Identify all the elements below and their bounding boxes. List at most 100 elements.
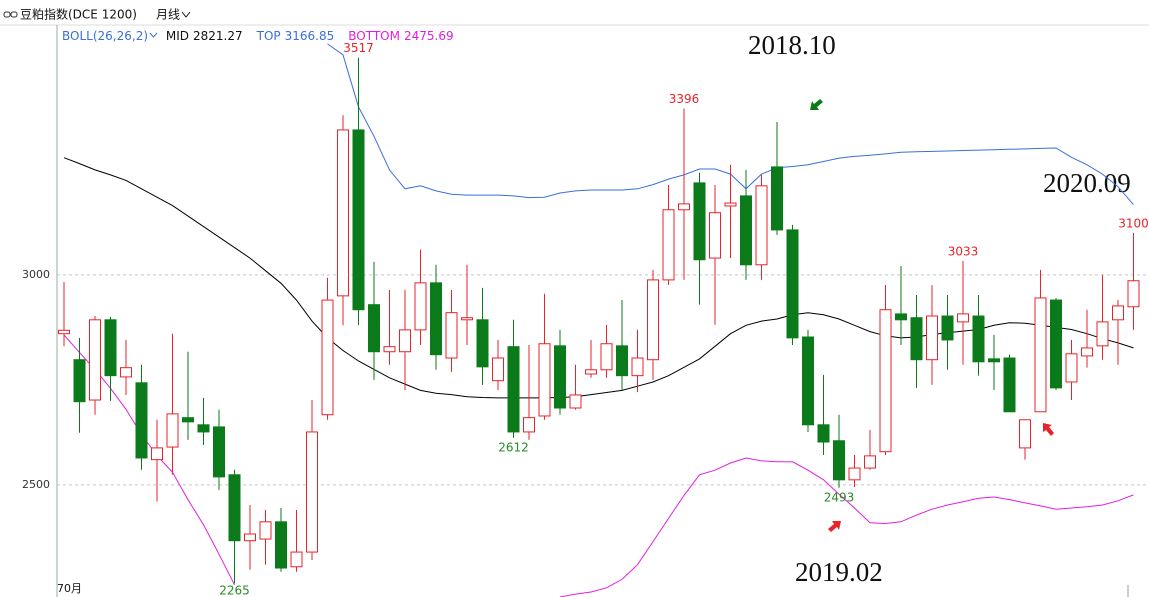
legend-name: TOP xyxy=(256,29,281,43)
candle-body xyxy=(693,182,706,261)
dropdown-chevron[interactable] xyxy=(181,11,191,18)
arrow xyxy=(810,99,823,110)
candle-body xyxy=(430,282,442,356)
low-label: 2265 xyxy=(219,584,250,597)
candle-body xyxy=(817,424,830,443)
legend-chevron xyxy=(149,32,158,38)
period[interactable]: 月线 xyxy=(156,8,180,22)
header: 豆粕指数(DCE 1200) 月线 xyxy=(3,7,191,22)
candle-body xyxy=(383,346,396,353)
candle-body xyxy=(151,447,163,461)
legend-name: BOTTOM xyxy=(348,29,400,43)
candle-body xyxy=(802,336,814,426)
candle-body xyxy=(290,551,303,568)
high-label: 3396 xyxy=(669,92,700,106)
candle-body xyxy=(1065,353,1078,383)
candle-body xyxy=(492,357,504,382)
candle-body xyxy=(662,209,675,281)
candle-body xyxy=(1096,321,1109,347)
candle-body xyxy=(864,455,876,469)
candle-body xyxy=(895,313,907,321)
candle-body xyxy=(306,431,318,553)
candle-body xyxy=(104,319,117,377)
candle-body xyxy=(275,521,287,569)
candle-body xyxy=(73,359,86,403)
candle-body xyxy=(848,467,861,481)
candle-body xyxy=(678,203,690,211)
candle-body xyxy=(755,185,768,266)
arrow xyxy=(828,521,841,532)
y-tick-label: 2500 xyxy=(22,478,50,491)
candle-body xyxy=(1127,280,1140,308)
legend-value: 3166.85 xyxy=(285,29,335,43)
candle-body xyxy=(724,202,737,207)
candle-body xyxy=(321,299,334,416)
candle-body xyxy=(58,329,70,335)
candle-body xyxy=(1081,347,1093,357)
candle-body xyxy=(879,309,892,453)
legend-name: MID xyxy=(166,29,189,43)
candle-body xyxy=(740,195,752,266)
candle-body xyxy=(786,229,799,339)
candle-body xyxy=(244,533,256,542)
candle-body xyxy=(1034,297,1047,413)
annotation: 2018.10 xyxy=(748,30,836,60)
candle-body xyxy=(1019,419,1031,449)
candle-body xyxy=(538,343,551,417)
candle-body xyxy=(569,394,582,409)
legend-value: 2821.27 xyxy=(193,29,243,43)
link-icon xyxy=(10,11,18,18)
candle-body xyxy=(89,319,101,401)
candle-body xyxy=(1050,299,1062,389)
indicator-name: BOLL(26,26,2) xyxy=(62,29,148,43)
link-icon xyxy=(3,11,11,18)
plot-area xyxy=(58,43,1149,597)
chart-title: 豆粕指数(DCE 1200) xyxy=(20,7,137,22)
candle-body xyxy=(461,317,473,321)
candle-body xyxy=(833,440,845,481)
candle-body xyxy=(771,166,783,231)
low-label: 2493 xyxy=(824,490,855,504)
candle-body xyxy=(631,357,644,377)
candle-body xyxy=(1003,357,1016,413)
candle-body xyxy=(476,319,489,368)
candle-body xyxy=(166,413,179,448)
candle-body xyxy=(988,358,1000,363)
candle-body xyxy=(182,417,194,423)
boll-line xyxy=(63,157,1134,399)
candle-body xyxy=(228,474,241,542)
candle-body xyxy=(523,417,535,433)
candle-body xyxy=(399,329,411,353)
candle-body xyxy=(972,315,985,363)
annotation: 2020.09 xyxy=(1043,168,1131,198)
high-label: 3517 xyxy=(343,41,374,55)
candle-body xyxy=(941,315,954,341)
arrow xyxy=(1043,423,1054,436)
candle-body xyxy=(910,317,923,361)
candle-body xyxy=(414,282,427,331)
candle-body xyxy=(445,312,458,359)
candle-body xyxy=(709,212,721,259)
high-label: 3100 xyxy=(1118,216,1149,230)
candle-body xyxy=(213,426,225,478)
candle-body xyxy=(647,279,659,361)
candle-body xyxy=(135,382,148,459)
candle-body xyxy=(507,346,520,433)
legend: BOLL(26,26,2) MID 2821.27 TOP 3166.85 BOTTOM… xyxy=(62,29,454,43)
legend-value: 2475.69 xyxy=(404,29,454,43)
high-label: 3033 xyxy=(948,245,979,259)
candle-body xyxy=(585,369,597,375)
x-label: 70月 xyxy=(57,582,82,595)
candle-body xyxy=(957,313,969,323)
candle-body xyxy=(120,367,132,378)
candle-body xyxy=(600,343,613,371)
candle-body xyxy=(368,304,380,353)
candle-body xyxy=(259,521,272,540)
candle-body xyxy=(352,129,365,311)
candle-body xyxy=(337,129,349,297)
candle-body xyxy=(554,345,566,409)
candle-body xyxy=(197,424,210,433)
candle-body xyxy=(616,345,628,377)
